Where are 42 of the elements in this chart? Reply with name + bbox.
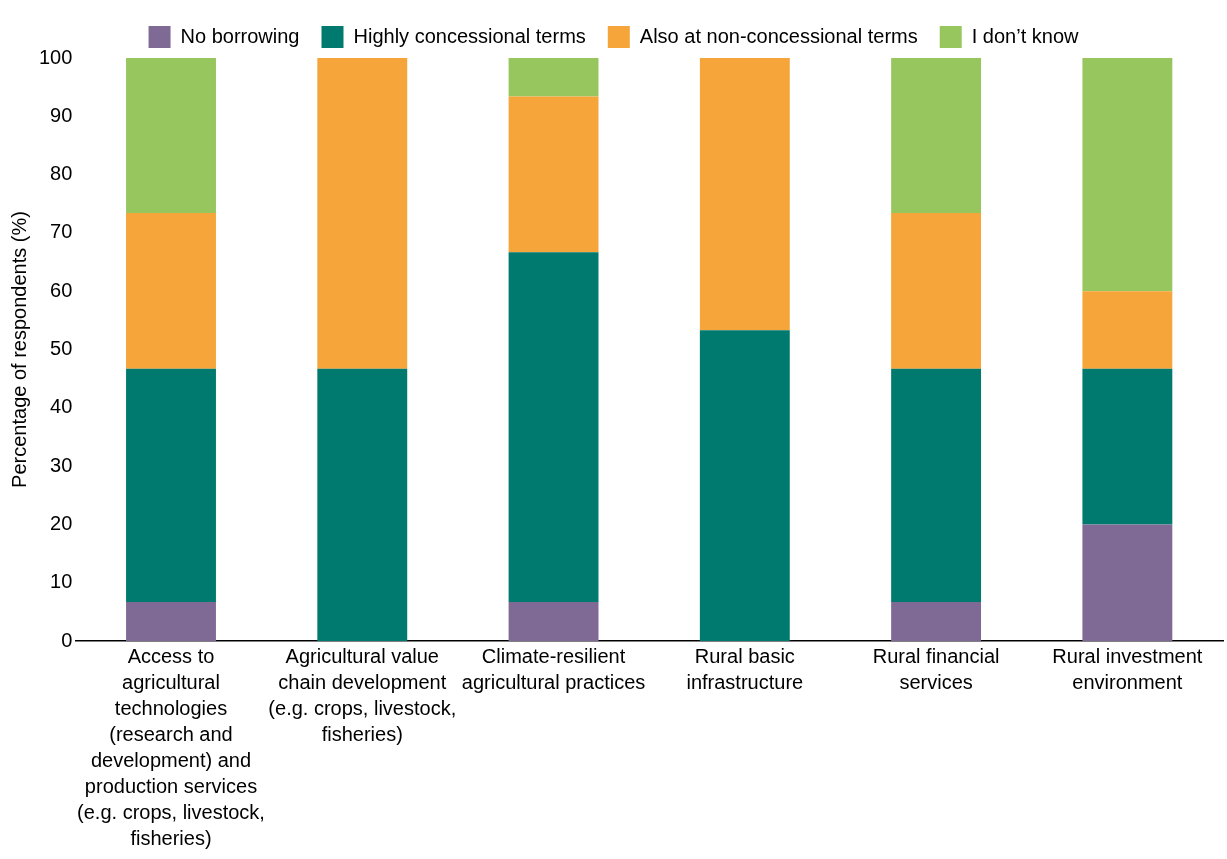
bar	[508, 601, 599, 641]
y-tick-label: 70	[50, 220, 73, 243]
x-tick-label: Climate-resilient agricultural practices	[461, 644, 646, 693]
bar	[126, 601, 216, 641]
bar	[508, 58, 599, 97]
y-tick-label: 90	[50, 103, 73, 126]
y-tick-label: 10	[50, 570, 73, 593]
y-tick-label: 30	[50, 453, 73, 476]
bar	[891, 213, 982, 369]
bar	[126, 58, 216, 214]
legend-label: I don’t know	[971, 24, 1080, 47]
bar	[508, 252, 599, 602]
bar	[126, 213, 216, 369]
x-tick-label: Agricultural value chain development (e.g. crops, livestock, fisheries)	[268, 644, 457, 745]
y-tick-label: 100	[38, 45, 73, 68]
bar	[699, 330, 790, 641]
bar	[1082, 524, 1173, 641]
y-tick-label: 40	[50, 395, 73, 418]
bar	[891, 368, 982, 602]
bar	[699, 58, 790, 331]
y-tick-label: 0	[61, 628, 73, 651]
bar	[891, 58, 982, 214]
x-tick-label: Rural investment environment	[1052, 644, 1203, 693]
bar	[1082, 291, 1173, 369]
bar	[317, 368, 408, 641]
y-tick-label: 50	[50, 337, 73, 360]
x-tick-label: Access to agricultural technologies (research and development) and production services (e.g. crops, livestock, fisheries)	[77, 644, 265, 849]
bar	[317, 58, 408, 369]
x-tick-label: Rural basic infrastructure	[686, 644, 804, 693]
bar	[1082, 58, 1173, 292]
y-tick-label: 60	[50, 278, 73, 301]
y-tick-label: 20	[50, 511, 73, 534]
y-axis-title: Percentage of respondents (%)	[7, 211, 30, 488]
bar	[126, 368, 216, 602]
y-tick-label: 80	[50, 162, 73, 185]
bar	[1082, 368, 1173, 525]
legend-label: Highly concessional terms	[353, 24, 586, 47]
legend-label: No borrowing	[180, 24, 300, 47]
x-tick-label: Rural financial services	[872, 644, 1000, 693]
bar	[891, 601, 982, 641]
bar	[508, 96, 599, 253]
legend-label: Also at non-concessional terms	[639, 24, 918, 47]
